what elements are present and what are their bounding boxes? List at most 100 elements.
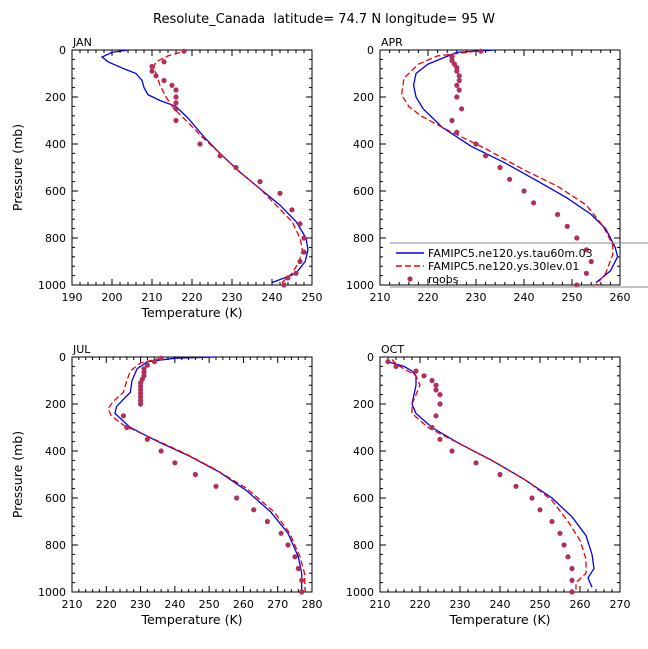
series-famipc5-ne120-ys-30lev-01 (400, 50, 614, 286)
obs-point (233, 164, 239, 171)
obs-point (569, 565, 575, 572)
x-axis-label: Temperature (K) (448, 612, 550, 627)
x-tick-label: 230 (466, 291, 487, 304)
obs-point (433, 387, 439, 393)
obs-point (385, 359, 391, 365)
obs-point (433, 382, 439, 388)
legend-label: roobs (428, 273, 459, 286)
obs-point (588, 258, 594, 265)
obs-point (217, 153, 223, 159)
y-tick-label: 600 (45, 185, 66, 198)
x-tick-label: 260 (570, 598, 591, 611)
obs-point (173, 87, 179, 93)
obs-point (299, 589, 305, 595)
obs-point (497, 164, 503, 171)
obs-point (138, 394, 144, 400)
legend-entry-famipc5-ne120-ys-tau60m-03: FAMIPC5.ne120.ys.tau60m.03 (396, 247, 593, 260)
obs-point (181, 48, 187, 54)
series-line (153, 51, 304, 284)
series-famipc5-ne120-ys-tau60m-03 (100, 49, 309, 284)
obs-point (583, 247, 590, 253)
obs-point (297, 258, 303, 265)
x-tick-label: 270 (267, 598, 288, 611)
legend-entry-famipc5-ne120-ys-30lev-01: FAMIPC5.ne120.ys.30lev.01 (396, 260, 579, 273)
x-tick-label: 280 (302, 598, 323, 611)
obs-point (285, 542, 291, 548)
obs-point (161, 59, 167, 65)
y-tick-label: 200 (353, 398, 374, 411)
obs-point (169, 82, 175, 88)
obs-point (429, 424, 435, 431)
obs-point (574, 235, 580, 241)
obs-point (277, 190, 283, 196)
obs-point (295, 565, 301, 572)
x-tick-label: 220 (418, 291, 439, 304)
y-tick-label: 600 (353, 492, 374, 505)
y-tick-label: 400 (353, 445, 374, 458)
x-tick-label: 240 (164, 598, 185, 611)
x-tick-label: 210 (62, 598, 83, 611)
obs-point (565, 554, 571, 560)
panel-jan: JAN 190 200 210 220 230 240 250 0 200 400 600 800 100… (10, 36, 323, 320)
obs-point (293, 270, 299, 276)
x-tick-label: 270 (610, 598, 631, 611)
plot-frame (71, 49, 313, 286)
obs-point (437, 401, 443, 407)
series-line (400, 50, 614, 286)
y-tick-label: 600 (353, 185, 374, 198)
x-tick-label: 260 (233, 598, 254, 611)
obs-point (289, 207, 295, 213)
plot-frame (71, 356, 313, 593)
legend-swatch (407, 276, 413, 282)
x-tick-label: 250 (530, 598, 551, 611)
obs-point (149, 63, 155, 70)
obs-point (173, 106, 179, 112)
series-line (387, 361, 595, 588)
x-tick-label: 230 (130, 598, 151, 611)
x-tick-label: 210 (370, 598, 391, 611)
obs-point (197, 141, 203, 147)
obs-point (138, 401, 144, 407)
y-tick-label: 1000 (38, 586, 66, 599)
obs-point (149, 68, 155, 74)
obs-point (459, 106, 465, 112)
y-tick-label: 400 (45, 138, 66, 151)
series-famipc5-ne120-ys-30lev-01 (107, 357, 306, 593)
obs-point (144, 436, 150, 442)
x-tick-label: 210 (142, 291, 163, 304)
x-tick-label: 220 (96, 598, 117, 611)
x-tick-label: 240 (514, 291, 535, 304)
obs-point (555, 211, 561, 218)
x-tick-label: 230 (222, 291, 243, 304)
x-tick-label: 250 (562, 291, 583, 304)
obs-point (151, 359, 157, 365)
x-tick-label: 240 (262, 291, 283, 304)
obs-point (456, 87, 462, 93)
obs-point (531, 200, 537, 206)
series-famipc5-ne120-ys-30lev-01 (391, 358, 587, 590)
obs-point (529, 495, 535, 501)
series-famipc5-ne120-ys-tau60m-03 (412, 49, 619, 284)
obs-point (456, 77, 462, 84)
obs-point (569, 589, 575, 595)
obs-point (507, 176, 513, 182)
obs-point (299, 577, 305, 583)
obs-point (449, 117, 455, 124)
panel-apr: APR 210 220 230 240 250 260 0 200 400 600 800 1000 (346, 36, 631, 304)
y-tick-label: 1000 (346, 586, 374, 599)
y-tick-label: 400 (353, 138, 374, 151)
obs-point (557, 530, 563, 536)
obs-point (234, 495, 240, 501)
obs-point (449, 54, 455, 60)
x-tick-label: 190 (62, 291, 83, 304)
x-tick-label: 210 (370, 291, 391, 304)
obs-point (549, 518, 555, 525)
obs-point (413, 368, 419, 374)
obs-point (278, 530, 284, 536)
obs-point (454, 65, 460, 71)
obs-point (473, 460, 479, 466)
obs-point (537, 507, 543, 513)
y-tick-label: 0 (59, 44, 66, 57)
legend-label: FAMIPC5.ne120.ys.tau60m.03 (428, 247, 593, 260)
